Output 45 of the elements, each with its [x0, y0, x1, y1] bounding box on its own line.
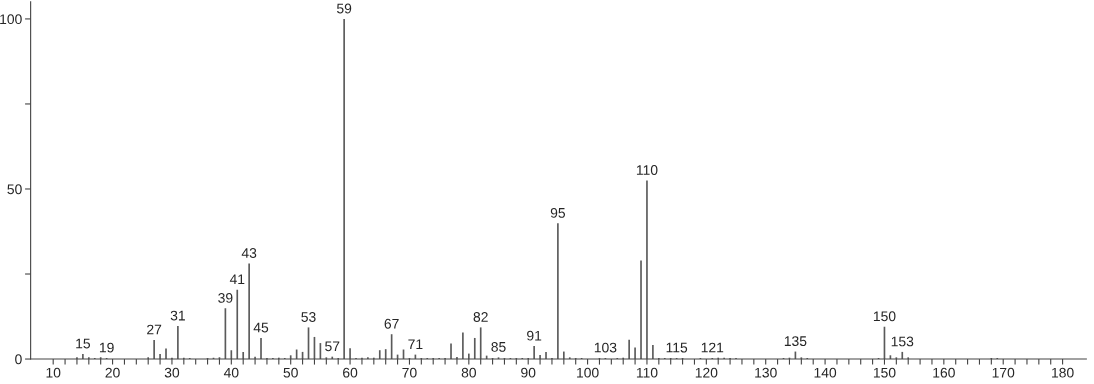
annotation: 19 [99, 342, 114, 353]
x-tick-label: 10 [46, 367, 61, 378]
annotation: 103 [594, 342, 617, 353]
x-tick-label: 60 [343, 367, 358, 378]
annotation: 95 [550, 207, 566, 218]
annotation: 82 [473, 312, 488, 322]
annotation: 121 [701, 342, 724, 353]
annotation: 39 [218, 293, 233, 303]
x-tick-label: 80 [461, 367, 477, 378]
annotation: 91 [527, 330, 542, 341]
annotation: 150 [873, 311, 896, 322]
annotation: 45 [253, 322, 269, 333]
annotation: 41 [229, 274, 245, 284]
x-tick-label: 30 [164, 367, 180, 378]
y-tick-label: 50 [7, 184, 22, 195]
annotation: 43 [241, 248, 257, 258]
annotation: 57 [325, 341, 340, 352]
x-tick-label: 130 [755, 367, 777, 378]
annotation: 71 [408, 339, 423, 349]
x-tick-label: 40 [223, 367, 239, 378]
annotation: 27 [147, 324, 162, 335]
y-tick-label: 100 [0, 14, 22, 25]
annotation: 135 [784, 336, 807, 347]
x-tick-label: 50 [283, 367, 298, 378]
x-tick-label: 90 [521, 367, 536, 378]
annotation: 59 [336, 3, 352, 14]
annotation: 31 [170, 310, 185, 321]
annotation: 85 [491, 341, 506, 352]
annotation: 110 [636, 165, 658, 175]
x-tick-label: 110 [636, 367, 658, 378]
x-tick-label: 170 [992, 367, 1015, 378]
x-tick-label: 150 [873, 367, 896, 378]
annotation: 153 [891, 336, 914, 347]
x-tick-label: 180 [1052, 367, 1074, 378]
x-tick-label: 20 [105, 367, 120, 378]
x-tick-label: 160 [933, 367, 955, 378]
y-tick-label: 0 [15, 354, 22, 365]
x-tick-label: 120 [695, 367, 718, 378]
annotation: 115 [666, 342, 688, 353]
x-tick-label: 140 [814, 367, 837, 378]
x-tick-label: 100 [577, 367, 599, 378]
x-tick-label: 70 [402, 367, 417, 378]
annotation: 53 [301, 312, 316, 322]
annotation: 15 [76, 338, 91, 349]
annotation: 67 [384, 318, 399, 329]
